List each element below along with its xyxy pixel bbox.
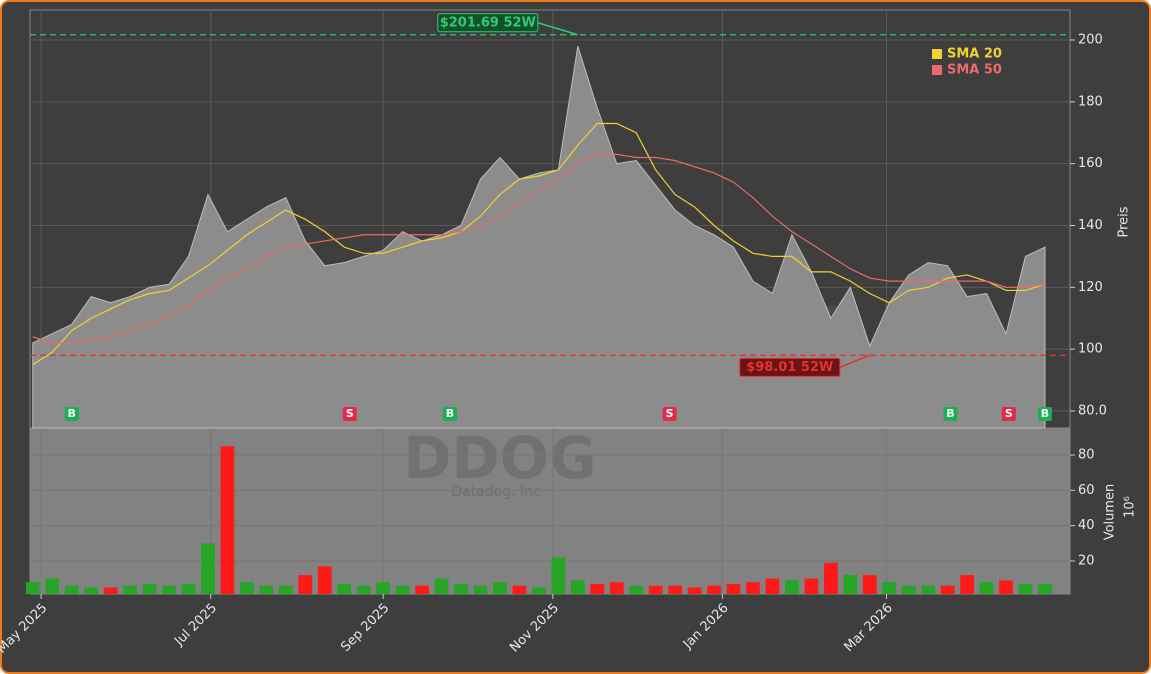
- y-tick-label: 140: [1078, 218, 1103, 233]
- volume-bar: [434, 578, 449, 594]
- volume-bar: [201, 543, 215, 594]
- y-tick-label: 40: [1078, 518, 1095, 533]
- volume-bar: [785, 580, 799, 594]
- legend-label: SMA 50: [947, 63, 1002, 78]
- volume-bar: [1038, 583, 1052, 594]
- volume-bar: [532, 587, 546, 594]
- volume-bar: [162, 585, 176, 594]
- signal-badge: [342, 407, 357, 421]
- y-tick-label: 60: [1078, 483, 1095, 498]
- volume-bar: [590, 583, 605, 594]
- y-tick-label: 120: [1078, 280, 1103, 295]
- volume-bar: [687, 587, 702, 594]
- volume-bar: [707, 585, 721, 594]
- y-tick-label: 20: [1078, 553, 1095, 568]
- volume-bar: [1018, 583, 1033, 594]
- volume-bar: [862, 575, 877, 594]
- annotation-label: $201.69 52W: [440, 15, 536, 30]
- volume-bar: [512, 585, 527, 594]
- y-tick-label: 160: [1078, 156, 1103, 171]
- volume-bar: [454, 583, 468, 594]
- signal-label: S: [346, 407, 354, 420]
- signal-badge: [442, 407, 457, 421]
- signal-label: B: [1041, 407, 1049, 420]
- volume-bar: [103, 587, 118, 594]
- y-tick-label: 200: [1078, 32, 1103, 47]
- sma-line: [32, 122, 1046, 366]
- watermark-subtitle: Datadog, Inc: [451, 484, 540, 500]
- volume-bar: [551, 557, 566, 594]
- y-tick-label: 100: [1078, 342, 1103, 357]
- volume-bar: [804, 578, 819, 594]
- volume-bar: [142, 583, 157, 594]
- signal-badge: [1001, 407, 1016, 421]
- volume-bar: [843, 575, 858, 594]
- volume-bar: [45, 578, 60, 594]
- volume-bar: [64, 585, 79, 594]
- volume-bar: [726, 583, 741, 594]
- signal-badge: [64, 407, 79, 421]
- volume-bar: [921, 585, 936, 594]
- annotation-arrow: [537, 22, 579, 36]
- volume-bar: [220, 446, 235, 594]
- signal-badge: [662, 407, 677, 421]
- volume-bar: [123, 585, 137, 594]
- signal-badge: [943, 407, 958, 421]
- annotation-box: [437, 13, 539, 33]
- sma-line: [32, 153, 1046, 344]
- volume-bar: [240, 582, 254, 594]
- legend-swatch: [932, 65, 942, 75]
- y-tick-label: 80.0: [1078, 403, 1107, 418]
- volume-bar: [901, 585, 916, 594]
- volume-bar: [648, 585, 663, 594]
- volume-bar: [473, 585, 488, 594]
- volume-bar: [979, 582, 994, 594]
- volume-bar: [259, 585, 274, 594]
- volume-bar: [25, 582, 40, 594]
- volume-bar: [337, 583, 352, 594]
- signal-label: S: [666, 407, 674, 420]
- volume-bar: [765, 578, 780, 594]
- volume-bar: [823, 562, 838, 594]
- signal-label: B: [446, 407, 454, 420]
- legend-swatch: [932, 49, 942, 59]
- annotation-box: [739, 357, 841, 377]
- watermark: DDOG: [403, 424, 596, 492]
- y-tick-label: 80: [1078, 448, 1095, 463]
- signal-label: B: [68, 407, 76, 420]
- y-axis-label: Preis: [1117, 206, 1132, 237]
- volume-bar: [882, 582, 897, 594]
- volume-bar: [570, 580, 585, 594]
- signal-label: S: [1005, 407, 1013, 420]
- volume-bar: [415, 585, 429, 594]
- volume-bar: [376, 582, 391, 594]
- volume-bar: [84, 587, 99, 594]
- volume-bar: [298, 575, 313, 594]
- volume-bar: [668, 585, 683, 594]
- volume-bar: [317, 566, 332, 594]
- volume-bar: [960, 575, 974, 594]
- signal-badge: [1037, 407, 1052, 421]
- volume-bar: [940, 585, 955, 594]
- volume-bar: [278, 585, 293, 594]
- volume-bar: [999, 580, 1013, 594]
- price-area: [32, 46, 1046, 429]
- y-tick-label: 180: [1078, 94, 1103, 109]
- signal-label: B: [946, 407, 954, 420]
- annotation-arrow: [839, 354, 871, 369]
- volume-bar: [629, 585, 644, 594]
- volume-bar: [181, 583, 196, 594]
- y-axis-label: Volumen: [1103, 484, 1118, 541]
- volume-bar: [356, 585, 371, 594]
- volume-bar: [493, 582, 507, 594]
- volume-bar: [609, 582, 624, 594]
- annotation-label: $98.01 52W: [746, 360, 833, 375]
- volume-bar: [746, 582, 760, 594]
- y-axis-exponent: 10⁶: [1123, 496, 1138, 518]
- legend-label: SMA 20: [947, 47, 1002, 62]
- volume-bar: [395, 585, 410, 594]
